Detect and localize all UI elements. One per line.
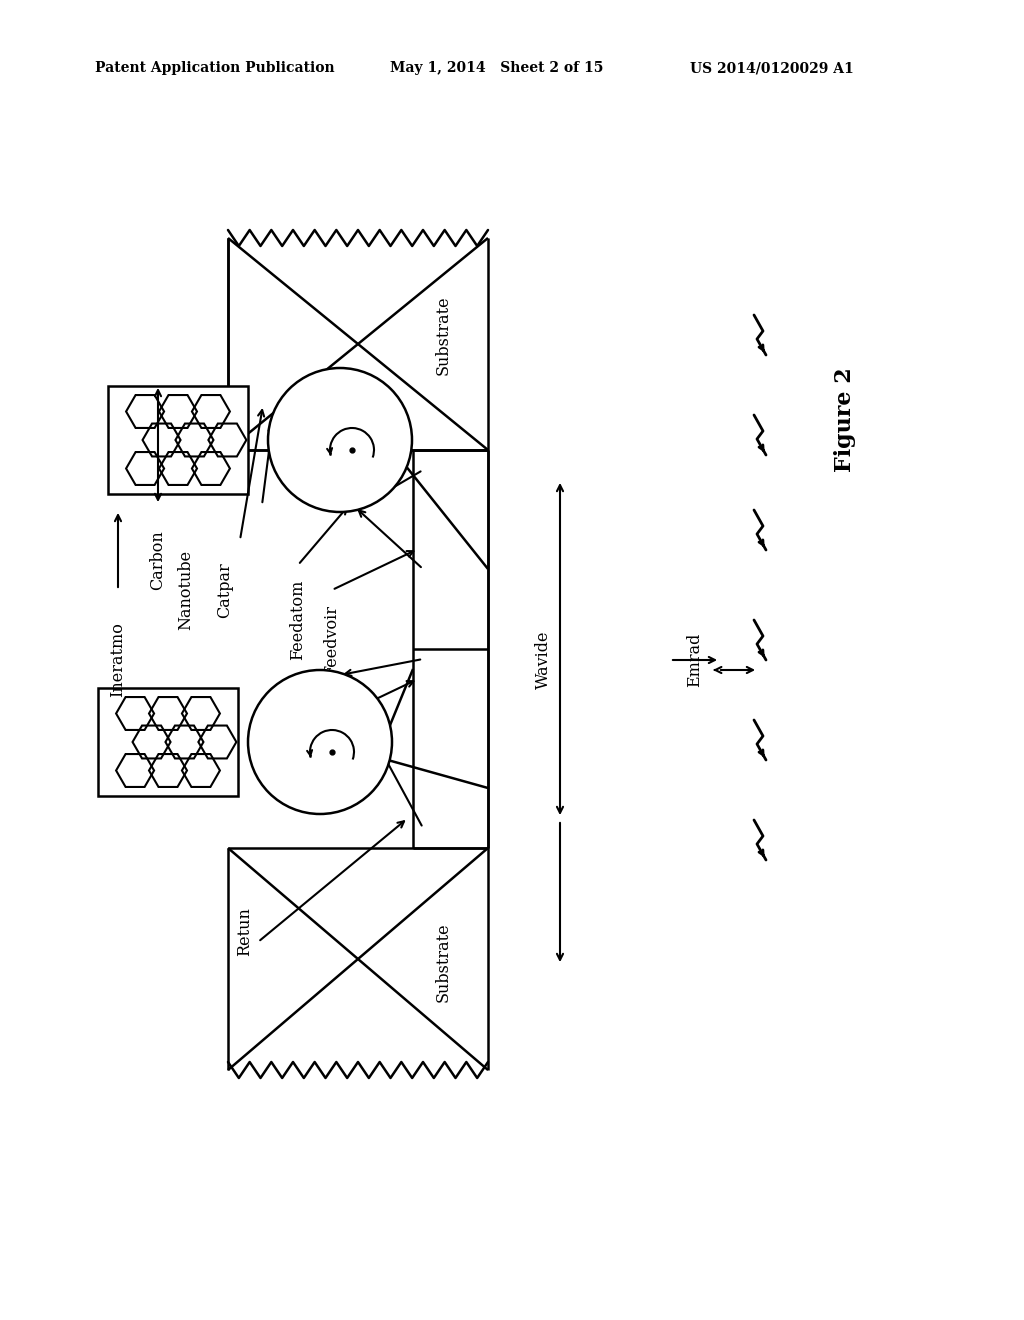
Text: US 2014/0120029 A1: US 2014/0120029 A1	[690, 61, 854, 75]
Bar	[98, 688, 238, 796]
Bar	[108, 385, 248, 494]
Text: Catpar: Catpar	[216, 562, 233, 618]
Circle shape	[268, 368, 412, 512]
Text: Nanotube: Nanotube	[177, 550, 195, 630]
Text: Feedatom: Feedatom	[290, 579, 306, 660]
Text: Retun: Retun	[237, 908, 254, 957]
Text: Emrad: Emrad	[686, 632, 703, 688]
Text: Carbon: Carbon	[150, 531, 167, 590]
Text: Patent Application Publication: Patent Application Publication	[95, 61, 335, 75]
Text: Feedvoir: Feedvoir	[324, 605, 341, 676]
Text: Substrate: Substrate	[434, 296, 452, 375]
Text: May 1, 2014   Sheet 2 of 15: May 1, 2014 Sheet 2 of 15	[390, 61, 603, 75]
Text: Wavide: Wavide	[535, 631, 552, 689]
Circle shape	[248, 671, 392, 814]
Text: Ineratmo: Ineratmo	[110, 623, 127, 697]
Text: Substrate: Substrate	[434, 923, 452, 1002]
Text: Figure 2: Figure 2	[834, 368, 856, 473]
